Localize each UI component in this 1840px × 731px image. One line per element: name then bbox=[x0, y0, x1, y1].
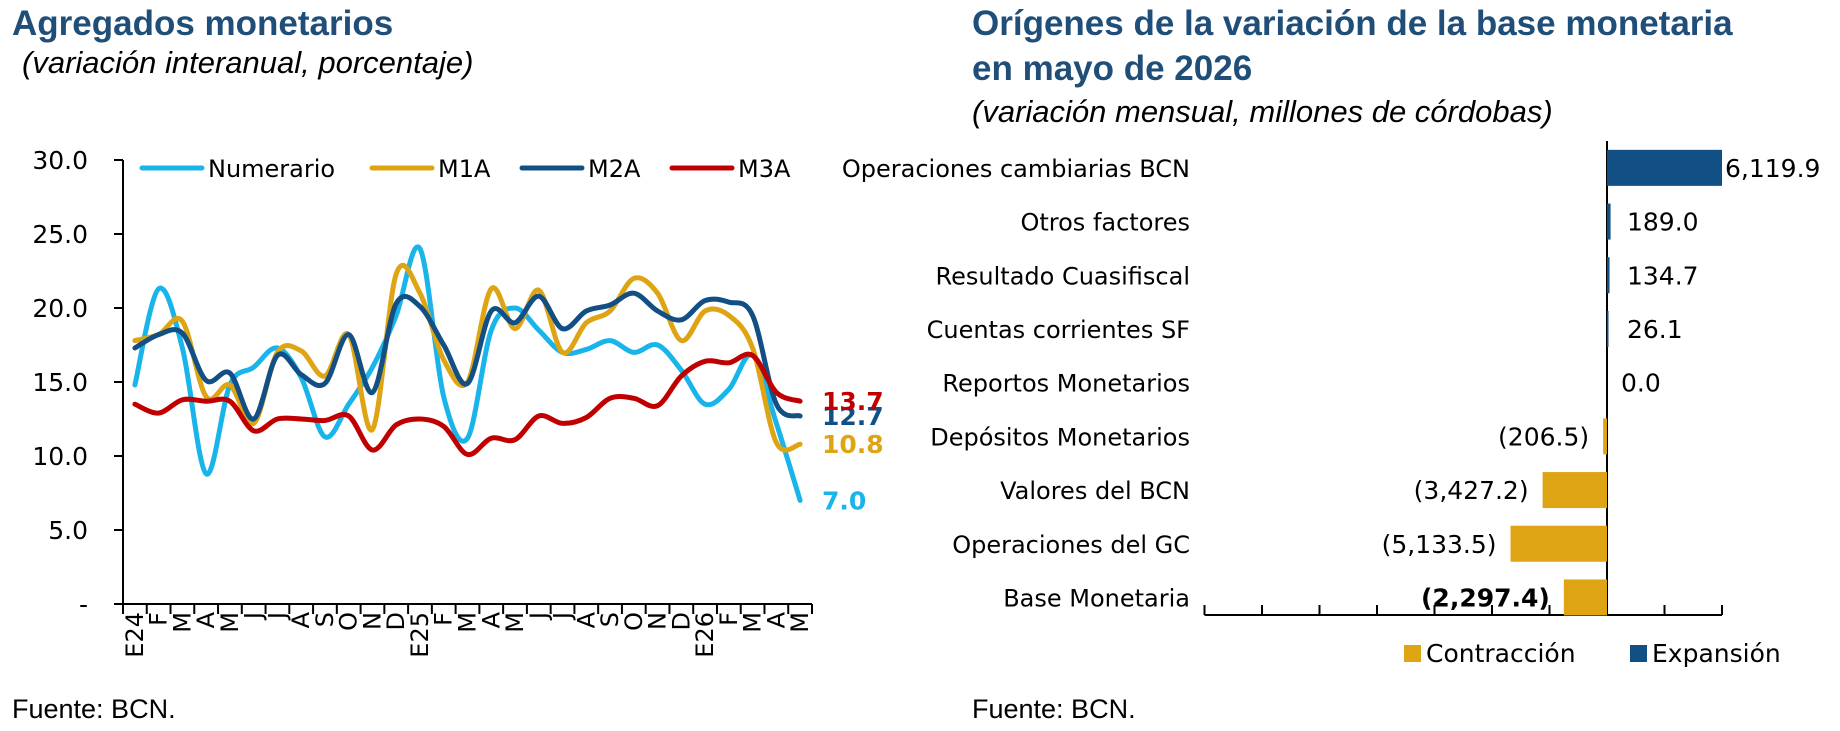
x-tick-label: J bbox=[263, 612, 291, 621]
bar-3 bbox=[1607, 310, 1609, 347]
category-label: Base Monetaria bbox=[1003, 584, 1190, 612]
category-label: Otros factores bbox=[1020, 209, 1190, 237]
value-label: 189.0 bbox=[1627, 208, 1699, 237]
end-label-m2a: 12.7 bbox=[822, 402, 884, 431]
x-tick-label: S bbox=[596, 612, 624, 627]
end-label-numerario: 7.0 bbox=[822, 486, 866, 515]
right-chart-source: Fuente: BCN. bbox=[972, 694, 1136, 724]
bar-chart: Operaciones cambiarias BCN 6,119.9 Otros f… bbox=[842, 141, 1820, 668]
bar-6 bbox=[1542, 472, 1607, 509]
value-label: 6,119.9 bbox=[1725, 154, 1820, 183]
x-tick-label: A bbox=[572, 611, 600, 628]
x-tick-label: M bbox=[501, 612, 529, 633]
category-label: Cuentas corrientes SF bbox=[927, 316, 1190, 344]
x-tick-label: J bbox=[240, 612, 268, 621]
end-label-m1a: 10.8 bbox=[822, 430, 884, 459]
bar-7 bbox=[1510, 525, 1607, 562]
category-label: Valores del BCN bbox=[1000, 477, 1190, 505]
right-chart-panel: Orígenes de la variación de la base mone… bbox=[842, 0, 1840, 731]
value-label: 134.7 bbox=[1627, 261, 1699, 290]
bar-8 bbox=[1563, 579, 1607, 616]
x-tick-label: E24 bbox=[121, 612, 149, 658]
x-tick-label: E26 bbox=[691, 612, 719, 658]
bar-2 bbox=[1607, 257, 1610, 294]
y-tick-label: 30.0 bbox=[32, 146, 88, 175]
y-tick-label: 15.0 bbox=[32, 368, 88, 397]
category-label: Resultado Cuasifiscal bbox=[936, 262, 1190, 290]
x-tick-label: M bbox=[739, 612, 767, 633]
left-chart-title: Agregados monetarios bbox=[12, 4, 394, 43]
value-label: (2,297.4) bbox=[1421, 583, 1550, 612]
x-tick-label: N bbox=[644, 612, 672, 630]
end-label-m3a: 13.7 bbox=[822, 387, 884, 416]
legend-label-m2a: M2A bbox=[588, 155, 641, 183]
bar-0 bbox=[1607, 149, 1722, 186]
legend-label-expansion: Expansión bbox=[1652, 639, 1781, 668]
legend-label-numerario: Numerario bbox=[208, 155, 335, 183]
y-tick-label: 25.0 bbox=[32, 220, 88, 249]
x-tick-label: O bbox=[335, 612, 363, 631]
legend-label-contraccion: Contracción bbox=[1426, 639, 1576, 668]
x-tick-label: O bbox=[620, 612, 648, 631]
bar-5 bbox=[1603, 418, 1607, 455]
bar-1 bbox=[1607, 203, 1611, 240]
x-tick-label: D bbox=[667, 612, 695, 630]
legend-swatch-expansion bbox=[1630, 645, 1647, 662]
category-label: Operaciones del GC bbox=[952, 531, 1190, 559]
category-label: Reportos Monetarios bbox=[942, 370, 1190, 398]
legend-label-m3a: M3A bbox=[738, 155, 791, 183]
x-tick-label: F bbox=[430, 612, 458, 626]
x-tick-label: A bbox=[477, 611, 505, 628]
x-tick-label: J bbox=[549, 612, 577, 621]
x-tick-label: S bbox=[311, 612, 339, 627]
x-tick-label: M bbox=[216, 612, 244, 633]
x-tick-label: A bbox=[192, 611, 220, 628]
right-chart-subtitle: (variación mensual, millones de córdobas… bbox=[972, 94, 1553, 129]
right-chart-title-line1: Orígenes de la variación de la base mone… bbox=[972, 4, 1733, 43]
x-tick-label: E25 bbox=[406, 612, 434, 658]
x-tick-label: D bbox=[382, 612, 410, 630]
x-tick-label: M bbox=[786, 612, 814, 633]
left-chart-panel: Agregados monetarios (variación interanu… bbox=[12, 4, 884, 724]
series-line-m2a bbox=[132, 290, 803, 422]
x-tick-label: M bbox=[168, 612, 196, 633]
left-chart-source: Fuente: BCN. bbox=[12, 694, 176, 724]
legend-swatch-contraccion bbox=[1404, 645, 1421, 662]
x-tick-label: J bbox=[525, 612, 553, 621]
y-tick-label: 10.0 bbox=[32, 442, 88, 471]
right-chart-title-line2: en mayo de 2026 bbox=[972, 49, 1253, 88]
value-label: 0.0 bbox=[1621, 369, 1661, 398]
category-label: Depósitos Monetarios bbox=[930, 423, 1190, 451]
x-tick-label: N bbox=[358, 612, 386, 630]
y-tick-label: - bbox=[79, 590, 88, 619]
x-tick-label: M bbox=[454, 612, 482, 633]
y-tick-label: 5.0 bbox=[48, 516, 88, 545]
series-line-m3a bbox=[132, 351, 803, 458]
x-tick-label: F bbox=[715, 612, 743, 626]
legend-label-m1a: M1A bbox=[438, 155, 491, 183]
x-tick-label: A bbox=[762, 611, 790, 628]
value-label: (206.5) bbox=[1498, 422, 1589, 451]
y-tick-label: 20.0 bbox=[32, 294, 88, 323]
line-chart: -5.010.015.020.025.030.0E24FMAMJJASONDE2… bbox=[32, 146, 884, 658]
x-tick-label: A bbox=[287, 611, 315, 628]
value-label: 26.1 bbox=[1627, 315, 1683, 344]
series-line-m1a bbox=[132, 263, 803, 453]
value-label: (5,133.5) bbox=[1382, 530, 1497, 559]
left-chart-subtitle: (variación interanual, porcentaje) bbox=[22, 45, 474, 80]
x-tick-label: F bbox=[145, 612, 173, 626]
series-line-numerario bbox=[132, 244, 803, 503]
value-label: (3,427.2) bbox=[1414, 476, 1529, 505]
category-label: Operaciones cambiarias BCN bbox=[842, 155, 1190, 183]
